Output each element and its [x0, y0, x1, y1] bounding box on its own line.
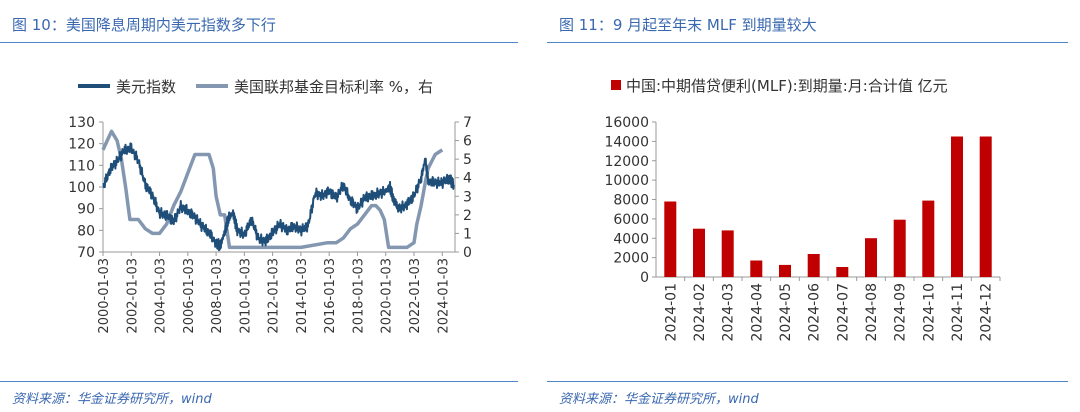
bar [922, 200, 935, 277]
x-tick-label: 2024-06 [807, 283, 823, 342]
x-tick-label: 2024-12 [979, 283, 995, 342]
series-line-fed-funds-rate [101, 129, 444, 250]
mlf-maturity-chart: 中国:中期借贷便利(MLF):到期量:月:合计值 亿元 16000 14000 12… [604, 77, 1001, 342]
x-tick-label: 2000-01-03 [97, 258, 112, 334]
bar [893, 219, 906, 277]
series-line-dollar-index [102, 142, 455, 252]
bar [865, 238, 877, 277]
y-tick-label: 16000 [604, 115, 649, 131]
y-tick-label-left: 90 [77, 202, 95, 218]
x-tick-label: 2024-02 [692, 283, 708, 342]
y-tick-label-right: 7 [463, 115, 472, 131]
x-tick-label: 2008-01-03 [210, 258, 225, 334]
legend-label-dxy: 美元指数 [116, 78, 176, 96]
source-rule [0, 381, 518, 382]
y-tick-label-right: 3 [463, 189, 472, 205]
bar [979, 136, 992, 277]
x-tick-label: 2024-05 [778, 283, 794, 342]
x-tick-label: 2012-01-03 [267, 258, 282, 334]
bar [779, 264, 791, 277]
y-tick-label-left: 130 [68, 115, 95, 131]
source-note: 资料来源：华金证券研究所，wind [12, 392, 212, 407]
source-rule [547, 381, 1068, 382]
x-tick-label: 2002-01-03 [125, 258, 140, 334]
bar [836, 267, 849, 277]
x-tick-label: 2024-08 [864, 283, 880, 342]
plot-area: 16000 14000 12000 10000 8000 6000 4000 2000 0 202… [604, 115, 1001, 342]
y-tick-label: 10000 [604, 173, 649, 189]
x-tick-label: 2024-01-03 [436, 258, 451, 334]
y-tick-label-left: 100 [68, 180, 95, 196]
y-tick-label-right: 2 [463, 208, 472, 224]
y-tick-label: 6000 [613, 212, 649, 228]
y-tick-label-left: 80 [77, 223, 95, 239]
bar [664, 201, 677, 277]
y-tick-label: 0 [640, 270, 649, 286]
y-tick-label-left: 120 [68, 137, 95, 153]
y-tick-label: 14000 [604, 134, 649, 150]
x-tick-label: 2016-01-03 [323, 258, 338, 334]
x-tick-label: 2024-10 [921, 283, 937, 342]
y-tick-label-right: 6 [463, 134, 472, 150]
bar [807, 254, 820, 277]
y-tick-label-right: 4 [463, 171, 472, 187]
title-rule [547, 42, 1068, 43]
figure-10-title: 图 10：美国降息周期内美元指数多下行 [12, 16, 276, 34]
legend-swatch-mlf [611, 80, 621, 90]
source-note: 资料来源：华金证券研究所，wind [559, 392, 759, 407]
x-tick-label: 2024-01 [663, 283, 679, 342]
legend-label-ffr: 美国联邦基金目标利率 %，右 [234, 78, 433, 96]
bar [721, 230, 734, 277]
bar [693, 228, 705, 277]
y-tick-label: 2000 [613, 251, 649, 267]
x-tick-label: 2018-01-03 [351, 258, 366, 334]
x-tick-label: 2024-03 [721, 283, 737, 342]
panel-dollar-index: 图 10：美国降息周期内美元指数多下行 美元指数 美国联邦基金目标利率 %，右 … [0, 0, 530, 412]
y-tick-label: 8000 [613, 193, 649, 209]
legend: 美元指数 美国联邦基金目标利率 %，右 [78, 78, 433, 96]
panel-mlf: 图 11：9 月起至年末 MLF 到期量较大 中国:中期借贷便利(MLF):到期… [547, 0, 1080, 412]
x-tick-label: 2010-01-03 [238, 258, 253, 334]
dollar-index-chart: 美元指数 美国联邦基金目标利率 %，右 13012011010090807076… [68, 78, 472, 334]
x-tick-label: 2020-01-03 [380, 258, 395, 334]
x-tick-label: 2024-07 [835, 283, 851, 342]
y-tick-label: 12000 [604, 154, 649, 170]
x-tick-label: 2024-04 [749, 283, 765, 342]
bar [750, 260, 763, 277]
title-rule [0, 42, 518, 43]
bar [951, 136, 963, 277]
x-tick-label: 2024-09 [893, 283, 909, 342]
y-tick-label-left: 110 [68, 158, 95, 174]
y-tick-label-left: 70 [77, 245, 95, 261]
x-tick-label: 2006-01-03 [182, 258, 197, 334]
x-tick-label: 2004-01-03 [154, 258, 169, 334]
y-tick-label: 4000 [613, 231, 649, 247]
x-tick-label: 2014-01-03 [295, 258, 310, 334]
y-tick-label-right: 1 [463, 226, 472, 242]
y-tick-label-right: 0 [463, 245, 472, 261]
y-tick-label-right: 5 [463, 152, 472, 168]
x-tick-label: 2022-01-03 [408, 258, 423, 334]
legend-label-mlf: 中国:中期借贷便利(MLF):到期量:月:合计值 亿元 [626, 77, 948, 95]
legend: 中国:中期借贷便利(MLF):到期量:月:合计值 亿元 [611, 77, 948, 95]
figure-11-title: 图 11：9 月起至年末 MLF 到期量较大 [559, 16, 817, 34]
x-tick-label: 2024-11 [950, 283, 966, 342]
plot-area: 130 120 110 100 90 80 70 7 6 5 4 3 2 1 0 2000-01-03 2002… [68, 115, 472, 334]
